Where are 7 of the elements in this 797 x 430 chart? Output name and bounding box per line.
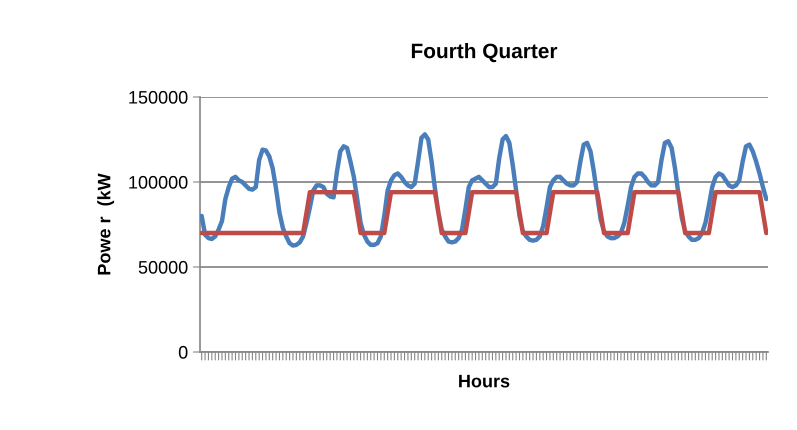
y-tick-label: 150000 xyxy=(129,90,188,104)
y-axis-title: Powe r (kW xyxy=(97,173,114,274)
y-tick-label: 100000 xyxy=(129,176,188,189)
y-tick-label: 0 xyxy=(178,346,188,359)
y-tick-label: 50000 xyxy=(138,260,188,274)
chart-title: Fourth Quarter xyxy=(412,43,558,62)
x-axis-title: Hours xyxy=(459,374,510,388)
